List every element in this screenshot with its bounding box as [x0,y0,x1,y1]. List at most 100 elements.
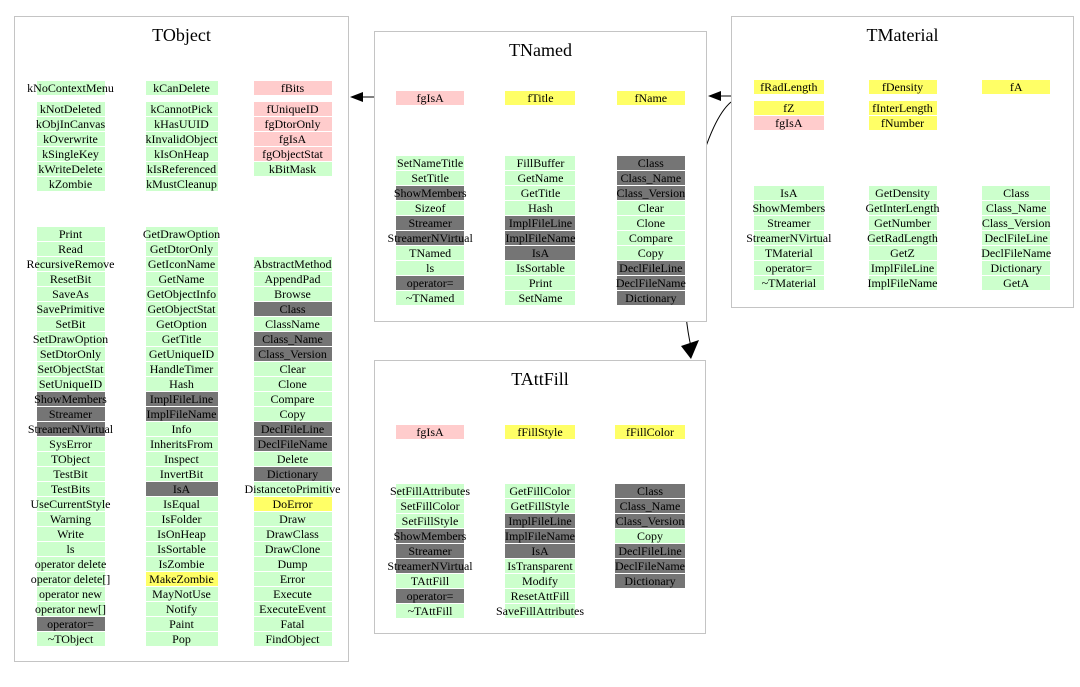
method-item[interactable]: ImplFileLine [145,392,218,406]
method-item[interactable]: operator new [36,587,105,601]
member-item[interactable]: fBits [253,81,332,95]
method-item[interactable]: Streamer [396,544,464,558]
method-item[interactable]: DeclFileLine [253,422,332,436]
method-item[interactable]: GetRadLength [867,231,938,245]
method-item[interactable]: RecursiveRemove [26,257,115,271]
method-item[interactable]: Dictionary [253,467,332,481]
method-item[interactable]: AbstractMethod [253,257,332,271]
member-item[interactable]: kNotDeleted [36,102,105,116]
method-item[interactable]: Write [36,527,105,541]
method-item[interactable]: operator= [36,617,105,631]
member-item[interactable]: fUniqueID [253,102,332,116]
method-item[interactable]: operator new[] [35,602,106,616]
method-item[interactable]: Class_Version [616,186,686,200]
member-item[interactable]: kCanDelete [145,81,218,95]
member-item[interactable]: fgIsA [253,132,332,146]
method-item[interactable]: Class [982,186,1051,200]
method-item[interactable]: ImplFileName [505,231,576,245]
method-item[interactable]: ImplFileName [867,276,938,290]
method-item[interactable]: GetDtorOnly [145,242,218,256]
method-item[interactable]: Browse [253,287,332,301]
method-item[interactable]: DeclFileName [615,559,685,573]
member-item[interactable]: kOverwrite [36,132,105,146]
method-item[interactable]: IsA [505,246,576,260]
method-item[interactable]: GetTitle [505,186,576,200]
method-item[interactable]: Clone [616,216,685,230]
method-item[interactable]: SetBit [36,317,105,331]
method-item[interactable]: Clear [253,362,332,376]
method-item[interactable]: Class [616,156,685,170]
method-item[interactable]: InheritsFrom [145,437,218,451]
method-item[interactable]: ~TAttFill [396,604,464,618]
method-item[interactable]: ImplFileName [505,529,575,543]
method-item[interactable]: ~TNamed [396,291,465,305]
method-item[interactable]: ImplFileName [145,407,218,421]
member-item[interactable]: fNumber [868,116,937,130]
method-item[interactable]: Clear [616,201,685,215]
member-item[interactable]: fName [616,91,685,105]
method-item[interactable]: IsA [145,482,218,496]
method-item[interactable]: GetNumber [868,216,937,230]
method-item[interactable]: Class [615,484,685,498]
member-item[interactable]: fFillStyle [505,425,575,439]
method-item[interactable]: SavePrimitive [36,302,105,316]
method-item[interactable]: StreamerNVirtual [746,231,832,245]
member-item[interactable]: kObjInCanvas [35,117,106,131]
method-item[interactable]: Class_Version [615,514,685,528]
method-item[interactable]: SetFillColor [396,499,464,513]
method-item[interactable]: Hash [505,201,576,215]
method-item[interactable]: SetDtorOnly [36,347,105,361]
method-item[interactable]: DrawClone [253,542,332,556]
method-item[interactable]: Dictionary [616,291,685,305]
method-item[interactable]: DeclFileLine [615,544,685,558]
method-item[interactable]: GetOption [145,317,218,331]
method-item[interactable]: Class_Name [616,171,685,185]
method-item[interactable]: TObject [36,452,105,466]
method-item[interactable]: DeclFileLine [982,231,1051,245]
method-item[interactable]: Notify [145,602,218,616]
method-item[interactable]: Class_Version [253,347,332,361]
method-item[interactable]: MayNotUse [145,587,218,601]
method-item[interactable]: ExecuteEvent [253,602,332,616]
method-item[interactable]: TestBit [36,467,105,481]
member-item[interactable]: fDensity [868,80,937,94]
method-item[interactable]: ShowMembers [752,201,826,215]
method-item[interactable]: ShowMembers [34,392,107,406]
method-item[interactable]: ls [396,261,465,275]
member-item[interactable]: fRadLength [753,80,824,94]
method-item[interactable]: InvertBit [145,467,218,481]
method-item[interactable]: MakeZombie [145,572,218,586]
method-item[interactable]: GetObjectStat [145,302,218,316]
method-item[interactable]: UseCurrentStyle [30,497,111,511]
member-item[interactable]: fgObjectStat [253,147,332,161]
method-item[interactable]: IsSortable [505,261,576,275]
method-item[interactable]: DrawClass [253,527,332,541]
method-item[interactable]: Print [36,227,105,241]
method-item[interactable]: HandleTimer [145,362,218,376]
method-item[interactable]: ls [36,542,105,556]
method-item[interactable]: SaveAs [36,287,105,301]
member-item[interactable]: kZombie [36,177,105,191]
method-item[interactable]: StreamerNVirtual [27,422,114,436]
method-item[interactable]: IsZombie [145,557,218,571]
method-item[interactable]: Dictionary [982,261,1051,275]
method-item[interactable]: Error [253,572,332,586]
member-item[interactable]: kMustCleanup [145,177,218,191]
method-item[interactable]: Streamer [753,216,824,230]
method-item[interactable]: FillBuffer [505,156,576,170]
method-item[interactable]: DeclFileName [615,276,686,290]
method-item[interactable]: GetName [145,272,218,286]
method-item[interactable]: Sizeof [396,201,465,215]
method-item[interactable]: Copy [616,246,685,260]
member-item[interactable]: fInterLength [868,101,937,115]
method-item[interactable]: IsA [753,186,824,200]
method-item[interactable]: GetTitle [145,332,218,346]
method-item[interactable]: ResetBit [36,272,105,286]
method-item[interactable]: StreamerNVirtual [387,231,473,245]
method-item[interactable]: TAttFill [396,574,464,588]
method-item[interactable]: GetInterLength [865,201,940,215]
member-item[interactable]: fZ [753,101,824,115]
method-item[interactable]: Info [145,422,218,436]
method-item[interactable]: ~TObject [36,632,105,646]
method-item[interactable]: TNamed [396,246,465,260]
